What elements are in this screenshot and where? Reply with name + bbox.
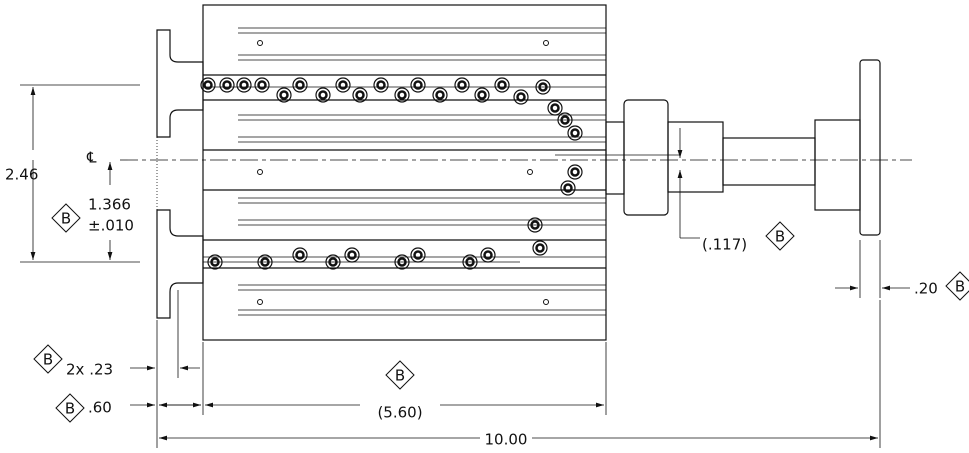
screw [563, 183, 573, 193]
datum-letter: B [65, 400, 75, 418]
screw [413, 250, 423, 260]
screw [355, 90, 365, 100]
screw [413, 80, 423, 90]
dimension-tolerance: ±.010 [88, 217, 134, 235]
screw [352, 87, 368, 103]
datum-letter: B [775, 228, 785, 246]
screw [527, 217, 543, 233]
screw [279, 90, 289, 100]
screw [497, 80, 507, 90]
screw [315, 87, 331, 103]
dimension-label: 10.00 [485, 431, 528, 449]
screw [295, 250, 305, 260]
screw [560, 115, 570, 125]
screw [239, 80, 249, 90]
part-outline [156, 4, 881, 341]
datum-letter: B [61, 210, 71, 228]
screw [325, 254, 341, 270]
screw [477, 90, 487, 100]
screw [292, 77, 308, 93]
screw [338, 80, 348, 90]
screw [203, 80, 213, 90]
screw [535, 243, 545, 253]
datum-symbols [33, 203, 969, 423]
screw [535, 79, 551, 95]
screw [567, 125, 583, 141]
dimension-label: 1.366 [88, 196, 131, 214]
screw [543, 40, 549, 46]
screw [543, 299, 549, 305]
screw [257, 254, 273, 270]
dimension-label: 2x .23 [66, 361, 113, 379]
screw [394, 87, 410, 103]
datum-letter: B [955, 278, 965, 296]
screw [397, 90, 407, 100]
screw [432, 87, 448, 103]
screw [457, 80, 467, 90]
screw [560, 180, 576, 196]
centerline-symbol: ℄ [86, 149, 97, 167]
screw [347, 250, 357, 260]
screw [219, 77, 235, 93]
datum-letter: B [43, 351, 53, 369]
screw [516, 92, 526, 102]
screw [276, 87, 292, 103]
screw [465, 257, 475, 267]
screw [254, 77, 270, 93]
screw [318, 90, 328, 100]
screw [397, 257, 407, 267]
screw [532, 240, 548, 256]
dimension-lines [20, 84, 910, 448]
screw [527, 169, 533, 175]
screw [257, 40, 263, 46]
screw [513, 89, 529, 105]
screw [376, 80, 386, 90]
screw [550, 103, 560, 113]
screw [335, 77, 351, 93]
screw [210, 257, 220, 267]
screw [394, 254, 410, 270]
datum-letter: B [395, 367, 405, 385]
dimension-label: .20 [914, 280, 938, 298]
screw [435, 90, 445, 100]
screw [567, 164, 583, 180]
screw [530, 220, 540, 230]
screw [257, 299, 263, 305]
dimension-label: (.117) [702, 236, 747, 254]
screw [454, 77, 470, 93]
screw [410, 247, 426, 263]
screw [570, 167, 580, 177]
screw [480, 247, 496, 263]
screw [222, 80, 232, 90]
dimension-label: (5.60) [377, 404, 422, 422]
screw [557, 112, 573, 128]
screws [200, 40, 583, 305]
screw [538, 82, 548, 92]
screw [200, 77, 216, 93]
screw [260, 257, 270, 267]
screw [373, 77, 389, 93]
dimension-label: 2.46 [5, 166, 38, 184]
screw [494, 77, 510, 93]
screw [207, 254, 223, 270]
dimension-label: .60 [88, 399, 112, 417]
screw [570, 128, 580, 138]
screw [474, 87, 490, 103]
screw [292, 247, 308, 263]
screw [295, 80, 305, 90]
screw [344, 247, 360, 263]
screw [483, 250, 493, 260]
screw [410, 77, 426, 93]
screw [257, 80, 267, 90]
screw [257, 169, 263, 175]
screw [236, 77, 252, 93]
datum-letters: B B B B B B [43, 210, 965, 418]
screw [462, 254, 478, 270]
screw [547, 100, 563, 116]
screw [328, 257, 338, 267]
